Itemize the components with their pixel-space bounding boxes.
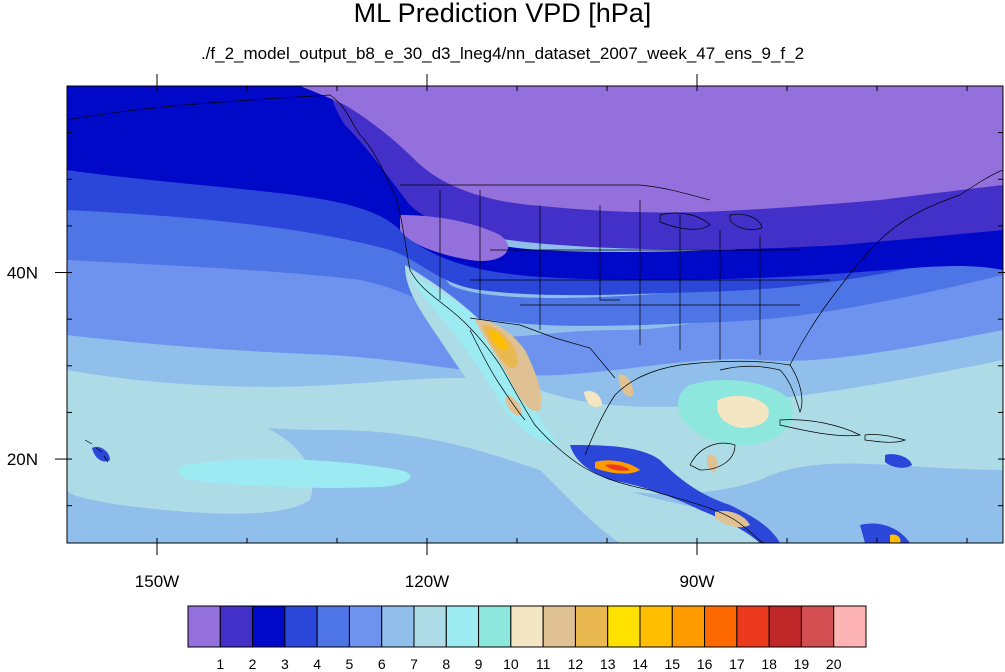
hawaii-outline — [84, 439, 109, 463]
colorbar-label: 11 — [536, 656, 551, 672]
hispaniola-outline — [864, 434, 907, 443]
colorbar-label: 3 — [281, 656, 289, 672]
west-coastline — [67, 94, 766, 543]
contour-level-3-band — [67, 86, 1003, 280]
contour-level-12-central-america — [715, 510, 750, 528]
map-axes: 150W 120W 90W 40N 20N — [7, 74, 1005, 591]
lat-tick-label: 20N — [7, 450, 38, 469]
colorbar-swatch — [187, 605, 221, 648]
contour-level-11-gulf — [717, 395, 769, 428]
contour-level-11-texas — [618, 374, 634, 397]
colorbar-swatch — [704, 605, 738, 648]
colorbar-label: 8 — [442, 656, 450, 672]
colorbar-label: 13 — [600, 656, 616, 672]
great-lakes-outline — [659, 212, 763, 230]
map-frame — [66, 85, 1004, 544]
colorbar-swatch — [607, 605, 641, 648]
colorbar-label: 2 — [249, 656, 257, 672]
map-subtitle: ./f_2_model_output_b8_e_30_d3_lneg4/nn_d… — [200, 44, 805, 63]
colorbar-label: 10 — [503, 656, 519, 672]
colorbar-label: 17 — [729, 656, 745, 672]
colorbar-swatch — [348, 605, 383, 648]
colorbar-swatch — [736, 605, 770, 648]
colorbar-swatch — [800, 605, 835, 648]
map-title: ML Prediction VPD [hPa] — [353, 0, 652, 28]
contour-level-11-yucatan — [706, 454, 718, 472]
colorbar-label: 12 — [568, 656, 584, 672]
colorbar-label: 1 — [216, 656, 224, 672]
yucatan-outline — [689, 442, 736, 471]
contour-level-4-caribbean — [885, 454, 912, 468]
vpd-contour-field — [67, 86, 1003, 543]
colorbar-label: 18 — [761, 656, 777, 672]
colorbar-label: 5 — [346, 656, 354, 672]
colorbar-label: 20 — [826, 656, 842, 672]
colorbar-swatch — [574, 605, 609, 648]
colorbar-label: 16 — [697, 656, 713, 672]
colorbar-swatch — [219, 605, 254, 648]
colorbar-swatch — [768, 605, 802, 648]
contour-level-15-california — [488, 330, 508, 350]
contour-level-1-west — [400, 215, 509, 261]
mexico-border — [469, 317, 616, 379]
cuba-outline — [779, 419, 862, 437]
lon-tick-label: 90W — [680, 572, 715, 591]
colorbar-swatch — [639, 605, 673, 648]
contour-level-14-venezuela — [890, 534, 901, 543]
colorbar-label: 4 — [313, 656, 321, 672]
lon-tick-label: 150W — [135, 572, 179, 591]
canada-border — [400, 184, 711, 201]
us-state-lines — [439, 190, 830, 360]
colorbar-label: 19 — [794, 656, 810, 672]
colorbar-swatch — [478, 605, 512, 648]
lon-tick-label: 120W — [405, 572, 449, 591]
colorbar-label: 6 — [378, 656, 386, 672]
colorbar-label: 7 — [410, 656, 418, 672]
lat-tick-label: 40N — [7, 264, 38, 283]
colorbar-swatch — [510, 605, 544, 648]
contour-level-18-mexico — [605, 464, 630, 471]
contour-level-9-southwest — [410, 275, 560, 445]
colorbar-swatch — [445, 605, 480, 648]
colorbar-label: 9 — [475, 656, 483, 672]
coastlines-and-borders — [67, 94, 1003, 543]
colorbar-swatch — [542, 605, 576, 648]
contour-level-1-region — [300, 86, 1003, 213]
contour-level-11-mexico — [584, 390, 602, 408]
colorbar-swatch — [316, 605, 350, 648]
colorbar-label: 14 — [632, 656, 648, 672]
colorbar-swatch — [833, 605, 867, 648]
colorbar-swatch — [284, 605, 318, 648]
contour-level-7-southwest — [405, 265, 780, 543]
colorbar-swatch — [381, 605, 415, 648]
gulf-coast — [584, 360, 803, 456]
colorbar-swatch — [671, 605, 706, 648]
colorbar-swatch — [413, 605, 447, 648]
east-coastline — [789, 169, 1003, 366]
colorbar: 1 2 3 4 5 6 7 8 9 10 11 12 13 14 15 16 17 18 19 20 — [187, 605, 867, 672]
colorbar-label: 15 — [664, 656, 680, 672]
baja-outline — [469, 329, 526, 421]
contour-level-9-pacific-strip — [178, 458, 411, 488]
colorbar-swatch — [252, 605, 286, 648]
